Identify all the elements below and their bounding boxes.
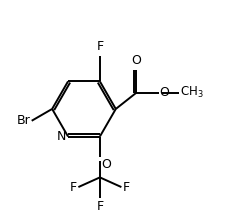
Text: F: F: [96, 200, 103, 213]
Text: F: F: [96, 40, 103, 53]
Text: O: O: [101, 158, 110, 171]
Text: CH$_3$: CH$_3$: [179, 85, 203, 100]
Text: F: F: [122, 181, 129, 194]
Text: O: O: [159, 86, 169, 99]
Text: Br: Br: [17, 114, 30, 127]
Text: F: F: [70, 181, 77, 194]
Text: N: N: [57, 129, 66, 143]
Text: O: O: [131, 54, 141, 67]
